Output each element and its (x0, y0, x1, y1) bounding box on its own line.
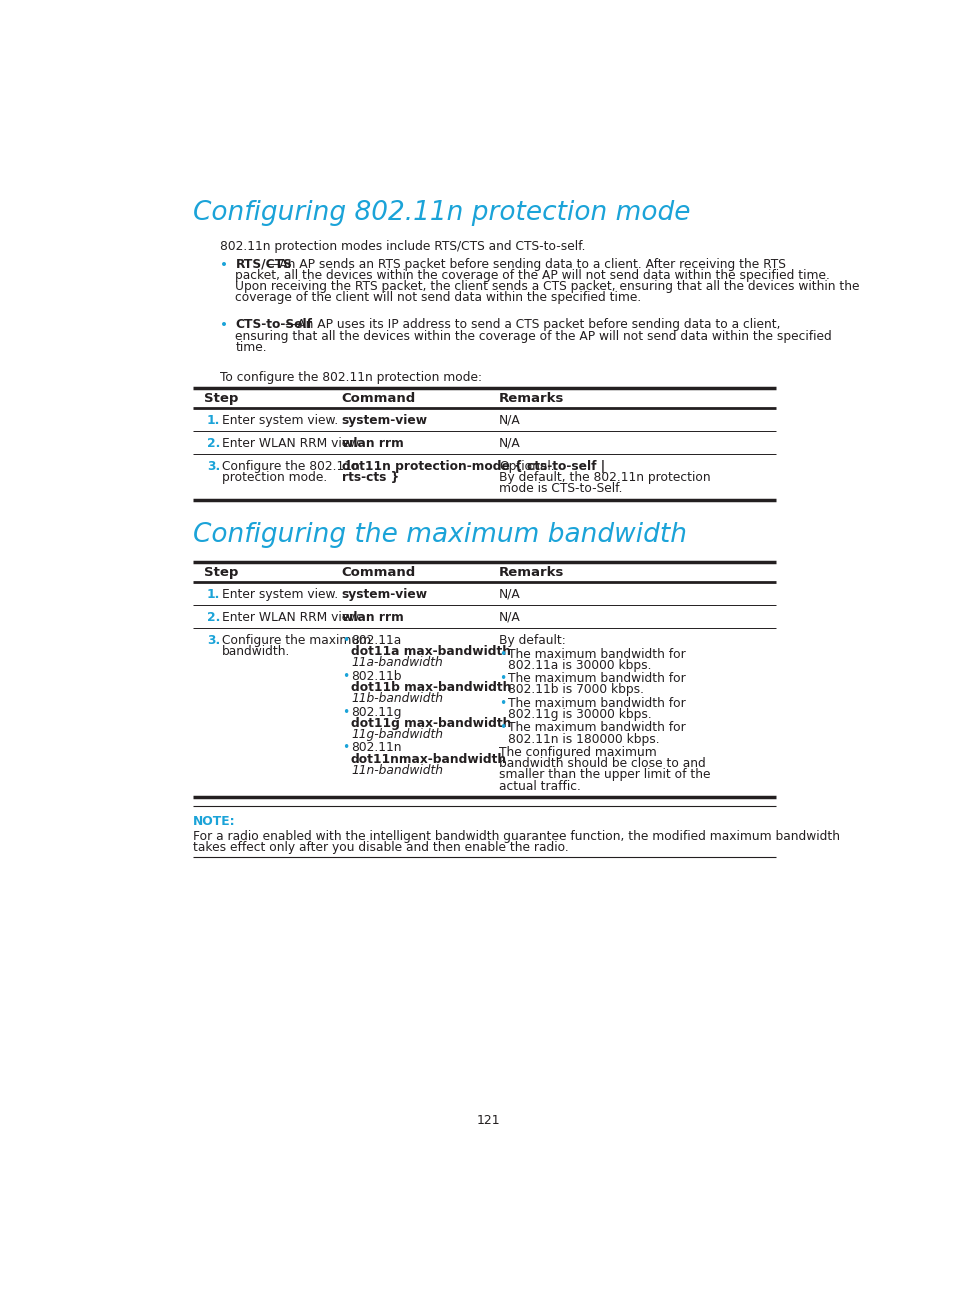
Text: •: • (341, 706, 349, 719)
Text: To configure the 802.11n protection mode:: To configure the 802.11n protection mode… (220, 371, 481, 384)
Text: 802.11a is 30000 kbps.: 802.11a is 30000 kbps. (508, 658, 651, 671)
Text: Upon receiving the RTS packet, the client sends a CTS packet, ensuring that all : Upon receiving the RTS packet, the clien… (235, 280, 859, 293)
Text: The maximum bandwidth for: The maximum bandwidth for (508, 673, 685, 686)
Text: NOTE:: NOTE: (193, 815, 235, 828)
Text: RTS/CTS: RTS/CTS (235, 258, 292, 271)
Text: smaller than the upper limit of the: smaller than the upper limit of the (498, 769, 710, 781)
Text: time.: time. (235, 341, 267, 354)
Text: •: • (220, 319, 228, 332)
Text: •: • (341, 634, 349, 647)
Text: 802.11g: 802.11g (351, 706, 401, 719)
Text: N/A: N/A (498, 610, 520, 623)
Text: Configure the maximum: Configure the maximum (221, 634, 371, 647)
Text: 802.11a: 802.11a (351, 634, 401, 647)
Text: system-view: system-view (341, 413, 427, 426)
Text: actual traffic.: actual traffic. (498, 780, 580, 793)
Text: protection mode.: protection mode. (221, 472, 327, 485)
Text: •: • (498, 673, 506, 686)
Text: Enter WLAN RRM view.: Enter WLAN RRM view. (221, 437, 361, 450)
Text: •: • (341, 670, 349, 683)
Text: •: • (498, 722, 506, 735)
Text: packet, all the devices within the coverage of the AP will not send data within : packet, all the devices within the cover… (235, 270, 829, 283)
Text: 1.: 1. (207, 588, 220, 601)
Text: The maximum bandwidth for: The maximum bandwidth for (508, 722, 685, 735)
Text: 11b-bandwidth: 11b-bandwidth (351, 692, 442, 705)
Text: takes effect only after you disable and then enable the radio.: takes effect only after you disable and … (193, 841, 568, 854)
Text: dot11nmax-bandwidth: dot11nmax-bandwidth (351, 753, 507, 766)
Text: ensuring that all the devices within the coverage of the AP will not send data w: ensuring that all the devices within the… (235, 329, 831, 342)
Text: Command: Command (341, 393, 416, 406)
Text: 802.11n protection modes include RTS/CTS and CTS-to-self.: 802.11n protection modes include RTS/CTS… (220, 240, 585, 253)
Text: 11a-bandwidth: 11a-bandwidth (351, 656, 442, 670)
Text: The maximum bandwidth for: The maximum bandwidth for (508, 648, 685, 661)
Text: dot11a max-bandwidth: dot11a max-bandwidth (351, 645, 511, 658)
Text: By default, the 802.11n protection: By default, the 802.11n protection (498, 472, 710, 485)
Text: CTS-to-Self: CTS-to-Self (235, 319, 313, 332)
Text: N/A: N/A (498, 437, 520, 450)
Text: bandwidth should be close to and: bandwidth should be close to and (498, 757, 705, 770)
Text: 3.: 3. (207, 460, 220, 473)
Text: dot11g max-bandwidth: dot11g max-bandwidth (351, 717, 511, 730)
Text: For a radio enabled with the intelligent bandwidth guarantee function, the modif: For a radio enabled with the intelligent… (193, 829, 839, 842)
Text: N/A: N/A (498, 588, 520, 601)
Text: 802.11b is 7000 kbps.: 802.11b is 7000 kbps. (508, 683, 643, 696)
Text: The configured maximum: The configured maximum (498, 746, 656, 759)
Text: 1.: 1. (207, 413, 220, 426)
Text: Configure the 802.11n: Configure the 802.11n (221, 460, 359, 473)
Text: —An AP sends an RTS packet before sending data to a client. After receiving the : —An AP sends an RTS packet before sendin… (267, 258, 785, 271)
Text: Enter system view.: Enter system view. (221, 413, 337, 426)
Text: 802.11b: 802.11b (351, 670, 401, 683)
Text: 802.11n is 180000 kbps.: 802.11n is 180000 kbps. (508, 732, 659, 745)
Text: 2.: 2. (207, 610, 220, 623)
Text: Remarks: Remarks (498, 566, 564, 579)
Text: •: • (498, 648, 506, 661)
Text: wlan rrm: wlan rrm (341, 610, 403, 623)
Text: Step: Step (204, 566, 238, 579)
Text: •: • (220, 258, 228, 272)
Text: 802.11g is 30000 kbps.: 802.11g is 30000 kbps. (508, 708, 651, 721)
Text: system-view: system-view (341, 588, 427, 601)
Text: Command: Command (341, 566, 416, 579)
Text: dot11n protection-mode { cts-to-self |: dot11n protection-mode { cts-to-self | (341, 460, 604, 473)
Text: The maximum bandwidth for: The maximum bandwidth for (508, 697, 685, 710)
Text: —An AP uses its IP address to send a CTS packet before sending data to a client,: —An AP uses its IP address to send a CTS… (285, 319, 781, 332)
Text: 2.: 2. (207, 437, 220, 450)
Text: Enter system view.: Enter system view. (221, 588, 337, 601)
Text: 121: 121 (476, 1115, 500, 1128)
Text: mode is CTS-to-Self.: mode is CTS-to-Self. (498, 482, 622, 495)
Text: By default:: By default: (498, 634, 565, 647)
Text: •: • (498, 697, 506, 710)
Text: •: • (341, 741, 349, 754)
Text: N/A: N/A (498, 413, 520, 426)
Text: 802.11n: 802.11n (351, 741, 401, 754)
Text: Remarks: Remarks (498, 393, 564, 406)
Text: Optional.: Optional. (498, 460, 554, 473)
Text: Step: Step (204, 393, 238, 406)
Text: 11n-bandwidth: 11n-bandwidth (351, 763, 442, 776)
Text: 3.: 3. (207, 634, 220, 647)
Text: Configuring the maximum bandwidth: Configuring the maximum bandwidth (193, 522, 686, 548)
Text: Enter WLAN RRM view.: Enter WLAN RRM view. (221, 610, 361, 623)
Text: dot11b max-bandwidth: dot11b max-bandwidth (351, 680, 511, 695)
Text: Configuring 802.11n protection mode: Configuring 802.11n protection mode (193, 200, 690, 227)
Text: rts-cts }: rts-cts } (341, 472, 398, 485)
Text: bandwidth.: bandwidth. (221, 645, 290, 658)
Text: wlan rrm: wlan rrm (341, 437, 403, 450)
Text: 11g-bandwidth: 11g-bandwidth (351, 728, 442, 741)
Text: coverage of the client will not send data within the specified time.: coverage of the client will not send dat… (235, 292, 641, 305)
